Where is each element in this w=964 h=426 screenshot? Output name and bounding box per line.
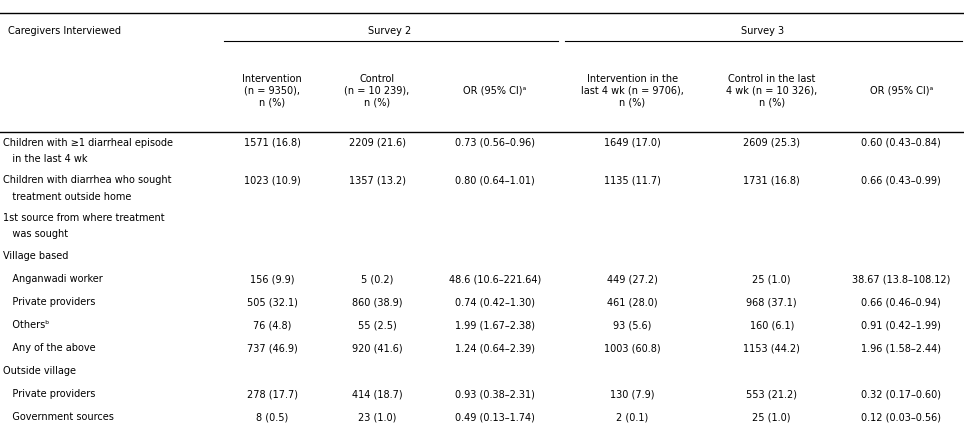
Text: 8 (0.5): 8 (0.5) <box>255 412 288 422</box>
Text: Private providers: Private providers <box>3 297 95 307</box>
Text: 0.74 (0.42–1.30): 0.74 (0.42–1.30) <box>455 297 535 307</box>
Text: was sought: was sought <box>3 229 68 239</box>
Text: Anganwadi worker: Anganwadi worker <box>3 274 102 284</box>
Text: 461 (28.0): 461 (28.0) <box>607 297 657 307</box>
Text: in the last 4 wk: in the last 4 wk <box>3 154 88 164</box>
Text: 1023 (10.9): 1023 (10.9) <box>244 175 301 185</box>
Text: Government sources: Government sources <box>3 412 114 422</box>
Text: 156 (9.9): 156 (9.9) <box>250 274 294 284</box>
Text: Private providers: Private providers <box>3 389 95 399</box>
Text: 93 (5.6): 93 (5.6) <box>613 320 652 330</box>
Text: 38.67 (13.8–108.12): 38.67 (13.8–108.12) <box>852 274 951 284</box>
Text: 278 (17.7): 278 (17.7) <box>247 389 298 399</box>
Text: 55 (2.5): 55 (2.5) <box>358 320 396 330</box>
Text: 5 (0.2): 5 (0.2) <box>361 274 393 284</box>
Text: Control
(n = 10 239),
n (%): Control (n = 10 239), n (%) <box>344 74 410 107</box>
Text: treatment outside home: treatment outside home <box>3 192 131 201</box>
Text: 1357 (13.2): 1357 (13.2) <box>349 175 406 185</box>
Text: 449 (27.2): 449 (27.2) <box>607 274 657 284</box>
Text: 1.99 (1.67–2.38): 1.99 (1.67–2.38) <box>455 320 535 330</box>
Text: 1649 (17.0): 1649 (17.0) <box>604 138 661 147</box>
Text: 1571 (16.8): 1571 (16.8) <box>244 138 301 147</box>
Text: 2209 (21.6): 2209 (21.6) <box>349 138 406 147</box>
Text: 23 (1.0): 23 (1.0) <box>358 412 396 422</box>
Text: Caregivers Interviewed: Caregivers Interviewed <box>8 26 120 36</box>
Text: Children with ≥1 diarrheal episode: Children with ≥1 diarrheal episode <box>3 138 173 147</box>
Text: 920 (41.6): 920 (41.6) <box>352 343 402 353</box>
Text: 0.73 (0.56–0.96): 0.73 (0.56–0.96) <box>455 138 535 147</box>
Text: 0.66 (0.46–0.94): 0.66 (0.46–0.94) <box>862 297 941 307</box>
Text: 0.91 (0.42–1.99): 0.91 (0.42–1.99) <box>862 320 941 330</box>
Text: 505 (32.1): 505 (32.1) <box>247 297 298 307</box>
Text: 25 (1.0): 25 (1.0) <box>753 412 791 422</box>
Text: 0.66 (0.43–0.99): 0.66 (0.43–0.99) <box>862 175 941 185</box>
Text: 0.32 (0.17–0.60): 0.32 (0.17–0.60) <box>862 389 941 399</box>
Text: Any of the above: Any of the above <box>3 343 95 353</box>
Text: 737 (46.9): 737 (46.9) <box>247 343 298 353</box>
Text: 160 (6.1): 160 (6.1) <box>750 320 794 330</box>
Text: 860 (38.9): 860 (38.9) <box>352 297 402 307</box>
Text: Children with diarrhea who sought: Children with diarrhea who sought <box>3 175 172 185</box>
Text: 0.49 (0.13–1.74): 0.49 (0.13–1.74) <box>455 412 535 422</box>
Text: Intervention in the
last 4 wk (n = 9706),
n (%): Intervention in the last 4 wk (n = 9706)… <box>581 74 683 107</box>
Text: 130 (7.9): 130 (7.9) <box>610 389 655 399</box>
Text: 48.6 (10.6–221.64): 48.6 (10.6–221.64) <box>448 274 541 284</box>
Text: 0.93 (0.38–2.31): 0.93 (0.38–2.31) <box>455 389 535 399</box>
Text: 1731 (16.8): 1731 (16.8) <box>743 175 800 185</box>
Text: Survey 2: Survey 2 <box>368 26 412 36</box>
Text: 1.96 (1.58–2.44): 1.96 (1.58–2.44) <box>862 343 941 353</box>
Text: 1st source from where treatment: 1st source from where treatment <box>3 213 165 222</box>
Text: 553 (21.2): 553 (21.2) <box>746 389 797 399</box>
Text: 2609 (25.3): 2609 (25.3) <box>743 138 800 147</box>
Text: Survey 3: Survey 3 <box>740 26 784 36</box>
Text: Intervention
(n = 9350),
n (%): Intervention (n = 9350), n (%) <box>242 74 302 107</box>
Text: OR (95% CI)ᵃ: OR (95% CI)ᵃ <box>464 86 526 95</box>
Text: 1.24 (0.64–2.39): 1.24 (0.64–2.39) <box>455 343 535 353</box>
Text: 76 (4.8): 76 (4.8) <box>253 320 291 330</box>
Text: 2 (0.1): 2 (0.1) <box>616 412 649 422</box>
Text: 1003 (60.8): 1003 (60.8) <box>604 343 660 353</box>
Text: 0.12 (0.03–0.56): 0.12 (0.03–0.56) <box>862 412 941 422</box>
Text: 414 (18.7): 414 (18.7) <box>352 389 402 399</box>
Text: Control in the last
4 wk (n = 10 326),
n (%): Control in the last 4 wk (n = 10 326), n… <box>726 74 817 107</box>
Text: Village based: Village based <box>3 251 68 261</box>
Text: 0.60 (0.43–0.84): 0.60 (0.43–0.84) <box>862 138 941 147</box>
Text: OR (95% CI)ᵃ: OR (95% CI)ᵃ <box>870 86 933 95</box>
Text: 968 (37.1): 968 (37.1) <box>746 297 797 307</box>
Text: 1135 (11.7): 1135 (11.7) <box>604 175 661 185</box>
Text: Outside village: Outside village <box>3 366 76 376</box>
Text: Othersᵇ: Othersᵇ <box>3 320 49 330</box>
Text: 25 (1.0): 25 (1.0) <box>753 274 791 284</box>
Text: 0.80 (0.64–1.01): 0.80 (0.64–1.01) <box>455 175 535 185</box>
Text: 1153 (44.2): 1153 (44.2) <box>743 343 800 353</box>
